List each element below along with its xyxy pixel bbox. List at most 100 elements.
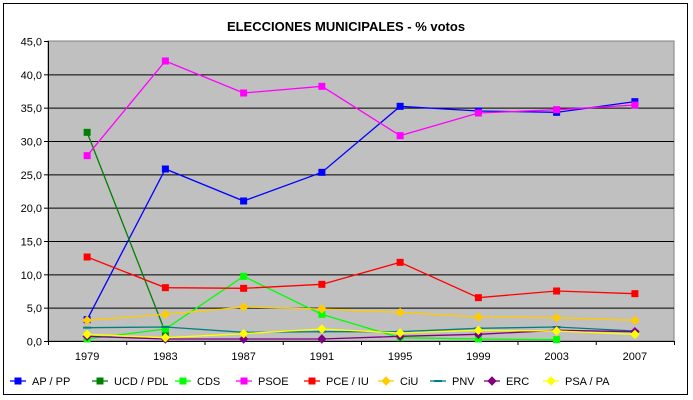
legend-item: AP / PP	[10, 376, 70, 388]
x-tick-label: 1979	[75, 351, 99, 363]
x-tick-label: 1991	[310, 351, 334, 363]
data-point	[317, 324, 327, 334]
legend-label: CDS	[197, 376, 220, 388]
data-point	[83, 326, 92, 329]
legend-item: UCD / PDL	[92, 376, 168, 388]
legend-label: CiU	[400, 376, 418, 388]
data-point	[317, 304, 327, 314]
data-point	[395, 307, 405, 318]
legend: AP / PP UCD / PDL CDS PSOE PCE / IU CiU PNV ERC…	[10, 376, 610, 388]
plot-background	[47, 40, 675, 342]
series-psa-pa	[82, 324, 640, 343]
y-tick-label: 20,0	[21, 203, 42, 215]
data-point	[161, 57, 169, 65]
x-tick-label: 1995	[388, 351, 412, 363]
legend-label: UCD / PDL	[114, 376, 168, 388]
series-line	[87, 328, 635, 339]
plot-area	[47, 40, 675, 342]
data-point	[553, 336, 561, 344]
legend-item: PCE / IU	[304, 376, 369, 388]
series-line	[86, 101, 635, 320]
data-point	[553, 287, 561, 295]
data-point	[238, 334, 249, 344]
data-point	[238, 302, 249, 312]
legend-swatch-marker	[240, 377, 248, 385]
data-point	[318, 168, 326, 176]
legend-swatch-marker	[96, 377, 104, 385]
legend-swatch-marker	[308, 377, 316, 385]
series-line	[86, 132, 166, 333]
y-tick-label: 5,0	[27, 303, 42, 315]
legend-item: PNV	[430, 376, 475, 388]
data-point	[160, 309, 171, 320]
series-pce-iu	[83, 253, 639, 302]
legend-label: ERC	[506, 376, 529, 388]
legend-swatch-marker	[179, 377, 187, 385]
y-tick-label: 25,0	[21, 170, 42, 182]
data-point	[631, 290, 639, 298]
data-point	[551, 312, 562, 323]
series-layer	[82, 57, 640, 344]
chart-title: ELECCIONES MUNICIPALES - % votos	[227, 19, 465, 34]
series-line	[86, 60, 635, 157]
legend-item: PSA / PA	[543, 376, 610, 388]
legend-item: CiU	[378, 376, 418, 388]
data-point	[160, 332, 171, 343]
data-point	[82, 329, 92, 340]
legend-item: ERC	[484, 376, 529, 388]
data-point	[161, 326, 170, 328]
legend-item: CDS	[175, 376, 220, 388]
data-point	[161, 284, 169, 292]
data-point	[473, 312, 484, 322]
data-point	[238, 328, 249, 339]
legend-swatch-marker	[546, 376, 556, 386]
x-tick-label: 1999	[466, 351, 490, 363]
data-point	[396, 132, 404, 140]
data-point	[474, 109, 482, 117]
series-line	[86, 256, 635, 299]
data-point	[83, 128, 91, 136]
x-tick-label: 1987	[231, 351, 255, 363]
data-point	[631, 101, 639, 109]
data-point	[161, 165, 169, 173]
legend-label: PSA / PA	[565, 376, 610, 388]
data-point	[630, 315, 640, 326]
legend-label: PSOE	[258, 376, 289, 388]
data-point	[318, 82, 326, 90]
y-tick-label: 15,0	[21, 237, 42, 249]
data-point	[474, 294, 482, 302]
series-ciu	[82, 302, 640, 326]
data-point	[317, 334, 327, 344]
legend-swatch-marker	[434, 380, 442, 382]
data-point	[551, 326, 562, 336]
data-point	[395, 328, 405, 338]
legend-label: PNV	[452, 376, 475, 388]
data-point	[83, 152, 91, 160]
data-point	[396, 102, 404, 110]
y-tick-label: 10,0	[21, 270, 42, 282]
data-point	[240, 197, 248, 205]
legend-label: PCE / IU	[326, 376, 369, 388]
series-line	[87, 326, 635, 333]
data-point	[82, 315, 92, 326]
legend-swatch-marker	[487, 376, 497, 386]
x-tick-label: 2007	[623, 351, 647, 363]
x-tick-label: 1983	[153, 351, 177, 363]
data-point	[630, 329, 640, 340]
legend-label: AP / PP	[32, 376, 70, 388]
y-tick-label: 35,0	[21, 103, 42, 115]
legend-swatch-marker	[14, 377, 22, 385]
data-point	[396, 258, 404, 266]
data-point	[473, 325, 484, 336]
data-point	[240, 89, 248, 97]
y-tick-label: 45,0	[21, 37, 42, 49]
y-tick-label: 0,0	[27, 337, 42, 349]
x-tick-label: 2003	[544, 351, 568, 363]
data-point	[318, 280, 326, 288]
data-point	[240, 284, 248, 292]
data-point	[553, 106, 561, 114]
legend-item: PSOE	[236, 376, 289, 388]
y-tick-label: 30,0	[21, 137, 42, 149]
data-point	[240, 272, 248, 280]
